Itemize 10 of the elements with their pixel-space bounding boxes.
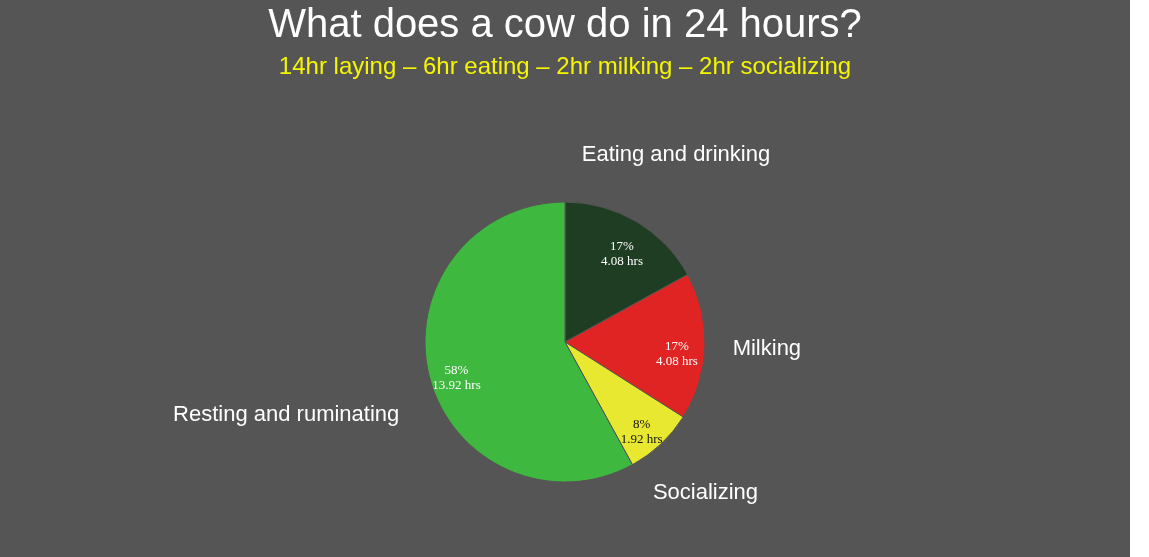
data-label: 17% 4.08 hrs [601, 237, 643, 268]
data-label: 58% 13.92 hrs [432, 361, 481, 392]
data-label: 8% 1.92 hrs [620, 415, 663, 446]
slice-label: Eating and drinking [581, 141, 771, 167]
chart-subtitle: 14hr laying – 6hr eating – 2hr milking – 2hr socializing [278, 52, 852, 80]
slice-label: Milking [732, 335, 802, 361]
slice-label: Socializing [652, 478, 759, 504]
data-label: 17% 4.08 hrs [656, 337, 698, 368]
chart-title: What does a cow do in 24 hours? [268, 1, 862, 46]
slice-label: Resting and ruminating [173, 400, 400, 426]
